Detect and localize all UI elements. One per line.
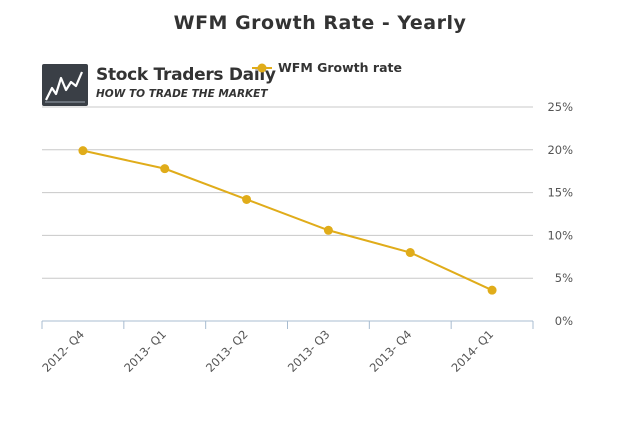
y-tick-label: 5% bbox=[555, 271, 573, 285]
logo-tagline: HOW TO TRADE THE MARKET bbox=[96, 88, 268, 100]
data-point bbox=[487, 285, 497, 295]
y-tick-label: 10% bbox=[547, 228, 573, 242]
y-tick-label: 25% bbox=[547, 100, 573, 114]
x-tick-label: 2013- Q3 bbox=[285, 327, 333, 375]
stock-traders-daily-logo: Stock Traders Daily HOW TO TRADE THE MAR… bbox=[42, 64, 276, 106]
y-tick-label: 20% bbox=[547, 143, 573, 157]
legend-label: WFM Growth rate bbox=[278, 60, 402, 75]
logo-name: Stock Traders Daily bbox=[96, 65, 276, 85]
data-point bbox=[405, 248, 415, 258]
logo-chart-icon bbox=[42, 64, 88, 106]
x-tick-label: 2013- Q2 bbox=[203, 327, 251, 375]
chart-title: WFM Growth Rate - Yearly bbox=[173, 12, 467, 34]
y-tick-label: 0% bbox=[555, 314, 573, 328]
data-point bbox=[242, 194, 252, 204]
legend-swatch bbox=[252, 63, 272, 73]
x-tick-label: 2014- Q1 bbox=[449, 327, 497, 375]
data-point bbox=[160, 164, 170, 174]
series-line bbox=[82, 149, 493, 292]
data-point bbox=[78, 146, 88, 156]
data-point bbox=[323, 225, 333, 235]
x-tick-label: 2013- Q4 bbox=[367, 327, 415, 375]
x-tick-label: 2012- Q4 bbox=[39, 327, 87, 375]
y-tick-label: 15% bbox=[547, 186, 573, 200]
x-tick-label: 2013- Q1 bbox=[121, 327, 169, 375]
